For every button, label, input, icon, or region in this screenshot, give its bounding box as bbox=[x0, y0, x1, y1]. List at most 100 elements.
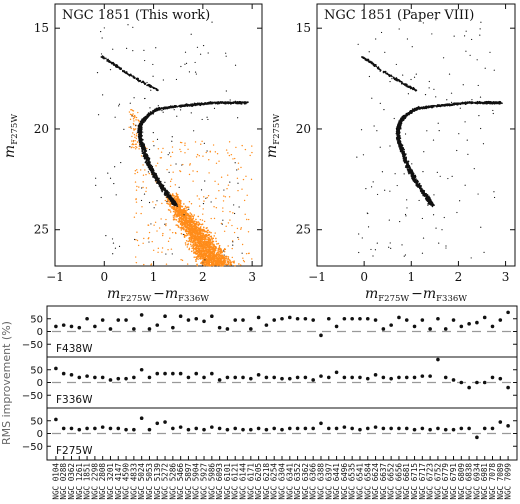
orange-star bbox=[195, 226, 197, 228]
orange-star bbox=[248, 252, 250, 254]
orange-star bbox=[194, 241, 196, 243]
orange-star bbox=[210, 248, 213, 251]
black-star bbox=[171, 136, 173, 138]
orange-star bbox=[178, 218, 181, 221]
black-star bbox=[161, 190, 164, 193]
black-star bbox=[209, 102, 212, 105]
orange-star bbox=[132, 128, 135, 130]
black-star bbox=[153, 175, 156, 178]
orange-star bbox=[196, 153, 199, 156]
orange-star bbox=[212, 250, 215, 253]
black-star bbox=[143, 49, 145, 51]
orange-star bbox=[214, 232, 216, 234]
orange-star bbox=[195, 156, 198, 158]
black-star bbox=[195, 73, 197, 75]
black-star bbox=[223, 189, 225, 191]
black-star bbox=[156, 182, 158, 184]
orange-star bbox=[227, 263, 230, 265]
black-star bbox=[137, 126, 140, 128]
black-star bbox=[107, 172, 109, 174]
black-star bbox=[137, 77, 139, 80]
black-star bbox=[139, 129, 142, 131]
orange-star bbox=[218, 246, 221, 248]
orange-star bbox=[234, 264, 236, 267]
orange-star bbox=[220, 176, 223, 178]
orange-star bbox=[186, 224, 189, 227]
black-star bbox=[138, 79, 140, 82]
orange-star bbox=[195, 253, 198, 255]
orange-star bbox=[174, 215, 176, 218]
black-star bbox=[164, 191, 167, 194]
orange-star bbox=[184, 152, 186, 154]
orange-star bbox=[201, 246, 203, 248]
orange-star bbox=[205, 240, 207, 243]
black-star bbox=[149, 111, 152, 113]
black-star bbox=[152, 132, 154, 134]
black-star bbox=[137, 127, 140, 130]
black-star bbox=[152, 63, 154, 66]
orange-star bbox=[188, 215, 191, 218]
orange-star bbox=[179, 216, 181, 219]
black-star bbox=[157, 179, 160, 182]
orange-star bbox=[155, 204, 157, 206]
orange-star bbox=[138, 148, 140, 150]
orange-star bbox=[219, 265, 222, 267]
orange-star bbox=[237, 168, 240, 170]
orange-star bbox=[206, 258, 209, 261]
orange-star bbox=[231, 224, 233, 227]
orange-star bbox=[165, 223, 167, 225]
orange-star bbox=[174, 184, 177, 186]
orange-star bbox=[137, 244, 140, 247]
orange-star bbox=[199, 235, 202, 238]
black-star bbox=[153, 87, 156, 90]
orange-star bbox=[237, 162, 240, 164]
orange-star bbox=[209, 259, 211, 262]
orange-star bbox=[228, 141, 231, 143]
orange-star bbox=[194, 239, 197, 242]
orange-star bbox=[196, 243, 199, 245]
orange-star bbox=[183, 203, 185, 205]
orange-star bbox=[195, 236, 197, 239]
orange-star bbox=[135, 261, 138, 264]
orange-star bbox=[180, 210, 183, 213]
orange-star bbox=[194, 141, 197, 143]
black-star bbox=[96, 71, 99, 74]
black-star bbox=[147, 166, 150, 169]
orange-star bbox=[190, 239, 193, 242]
black-star bbox=[139, 142, 142, 145]
orange-star bbox=[151, 240, 153, 243]
orange-star bbox=[204, 243, 206, 245]
black-star bbox=[123, 70, 125, 73]
orange-star bbox=[209, 254, 212, 257]
orange-star bbox=[231, 256, 234, 259]
orange-star bbox=[161, 234, 164, 237]
orange-star bbox=[129, 113, 132, 116]
orange-star bbox=[144, 169, 146, 171]
orange-star bbox=[195, 221, 198, 223]
orange-star bbox=[134, 170, 137, 172]
orange-star bbox=[195, 242, 197, 245]
black-star bbox=[115, 194, 117, 196]
black-star bbox=[164, 181, 166, 183]
orange-star bbox=[172, 216, 175, 219]
orange-star bbox=[146, 147, 148, 150]
orange-star bbox=[138, 121, 140, 123]
orange-star bbox=[169, 180, 172, 183]
orange-star bbox=[132, 140, 135, 143]
orange-star bbox=[217, 242, 220, 245]
black-star bbox=[172, 106, 174, 109]
orange-star bbox=[198, 222, 201, 225]
black-star bbox=[112, 48, 114, 50]
cmd-stars bbox=[356, 19, 503, 259]
black-star bbox=[403, 148, 405, 151]
black-star bbox=[140, 123, 143, 126]
black-star bbox=[223, 250, 225, 252]
black-star bbox=[133, 97, 135, 99]
orange-star bbox=[167, 240, 170, 243]
black-star bbox=[141, 138, 144, 141]
orange-star bbox=[227, 184, 230, 186]
black-star bbox=[113, 182, 115, 185]
black-star bbox=[160, 184, 163, 187]
